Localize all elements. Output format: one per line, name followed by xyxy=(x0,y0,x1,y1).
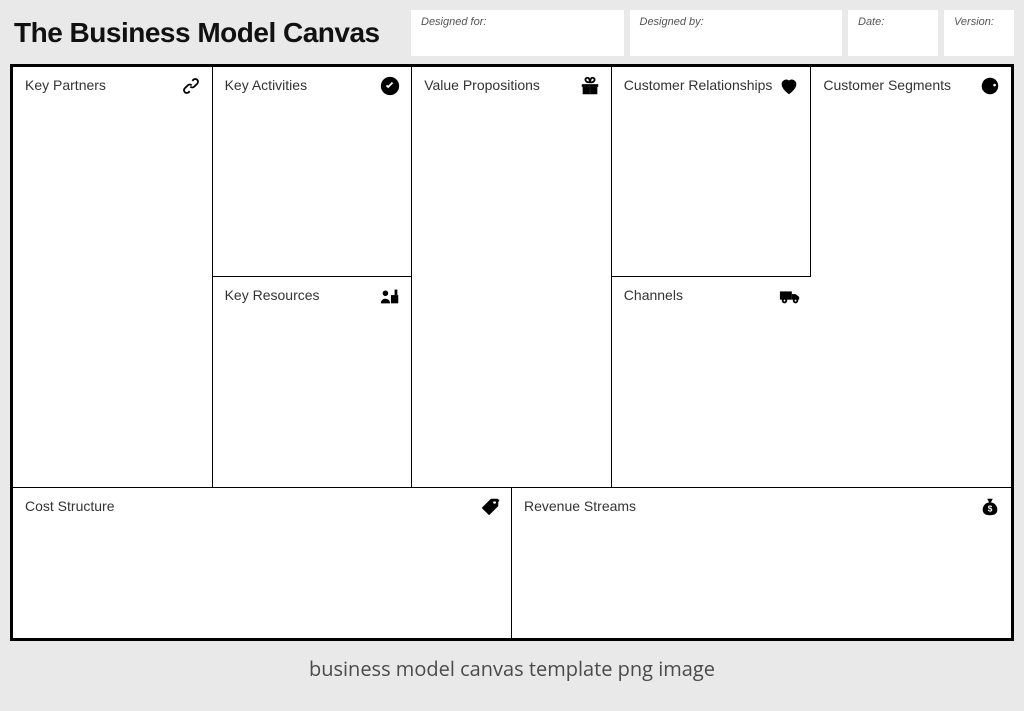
cell-revenue-streams: Revenue Streams $ xyxy=(512,488,1011,638)
page-title: The Business Model Canvas xyxy=(10,17,405,49)
meta-designed-for-label: Designed for: xyxy=(421,16,486,28)
svg-text:$: $ xyxy=(988,505,993,514)
cell-label: Key Activities xyxy=(225,77,307,93)
meta-date: Date: xyxy=(848,10,938,56)
cell-customer-relationships: Customer Relationships xyxy=(612,67,812,277)
cell-label: Cost Structure xyxy=(25,498,114,514)
tag-icon xyxy=(479,496,501,518)
business-model-canvas: Key Partners Key Activities Value Propos… xyxy=(10,64,1014,641)
meta-date-label: Date: xyxy=(858,16,884,28)
canvas-bottom-section: Cost Structure Revenue Streams $ xyxy=(13,488,1011,638)
meta-designed-for: Designed for: xyxy=(411,10,624,56)
link-icon xyxy=(180,75,202,97)
cell-key-partners: Key Partners xyxy=(13,67,213,487)
cell-label: Key Partners xyxy=(25,77,106,93)
cell-label: Customer Relationships xyxy=(624,77,773,93)
gift-icon xyxy=(579,75,601,97)
cell-label: Channels xyxy=(624,287,683,303)
canvas-top-section: Key Partners Key Activities Value Propos… xyxy=(13,67,1011,488)
meta-version: Version: xyxy=(944,10,1014,56)
head-icon xyxy=(979,75,1001,97)
meta-version-label: Version: xyxy=(954,16,994,28)
cell-cost-structure: Cost Structure xyxy=(13,488,512,638)
cell-customer-segments: Customer Segments xyxy=(811,67,1011,487)
moneybag-icon: $ xyxy=(979,496,1001,518)
cell-label: Revenue Streams xyxy=(524,498,636,514)
cell-key-activities: Key Activities xyxy=(213,67,413,277)
cell-label: Value Propositions xyxy=(424,77,540,93)
cell-key-resources: Key Resources xyxy=(213,277,413,487)
header-row: The Business Model Canvas Designed for: … xyxy=(10,10,1014,56)
cell-label: Key Resources xyxy=(225,287,320,303)
factory-icon xyxy=(379,285,401,307)
cell-value-propositions: Value Propositions xyxy=(412,67,612,487)
check-circle-icon xyxy=(379,75,401,97)
cell-channels: Channels xyxy=(612,277,812,487)
truck-icon xyxy=(779,285,801,307)
cell-label: Customer Segments xyxy=(823,77,951,93)
image-caption: business model canvas template png image xyxy=(10,655,1014,682)
meta-designed-by-label: Designed by: xyxy=(640,16,704,28)
meta-designed-by: Designed by: xyxy=(630,10,843,56)
heart-icon xyxy=(778,75,800,97)
